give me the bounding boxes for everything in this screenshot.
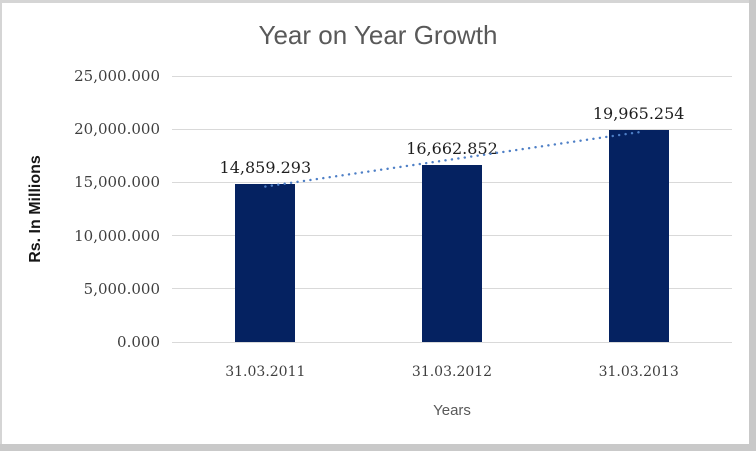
bar-data-label: 14,859.293 <box>219 157 312 177</box>
chart-border-bottom <box>0 444 756 451</box>
y-tick-label: 10,000.000 <box>74 226 160 245</box>
y-tick-label: 5,000.000 <box>83 279 160 298</box>
gridline <box>172 128 732 130</box>
bar <box>608 129 669 342</box>
x-tick-label: 31.03.2013 <box>598 364 679 380</box>
bar-data-label: 19,965.254 <box>592 103 685 123</box>
y-tick-label: 15,000.000 <box>74 173 160 192</box>
chart-border-top <box>0 0 756 3</box>
gridline <box>172 75 732 77</box>
y-tick-label: 0.000 <box>117 333 160 351</box>
chart-border-right <box>749 0 756 451</box>
plot-area: 14,859.293 16,662.852 19,965.254 <box>172 75 732 343</box>
gridline <box>172 341 732 343</box>
bar-data-label: 16,662.852 <box>406 138 498 158</box>
y-axis-title: Rs. In Millions <box>27 155 44 263</box>
chart-title: Year on Year Growth <box>258 20 498 50</box>
bar <box>235 183 296 342</box>
x-axis-title: Years <box>433 402 471 419</box>
x-tick-label: 31.03.2012 <box>411 364 493 380</box>
trendline <box>264 131 640 188</box>
bar <box>422 164 482 342</box>
x-tick-label: 31.03.2011 <box>225 364 306 380</box>
chart-border-left <box>0 0 2 451</box>
y-tick-label: 20,000.000 <box>74 120 160 139</box>
y-tick-label: 25,000.000 <box>74 67 160 85</box>
